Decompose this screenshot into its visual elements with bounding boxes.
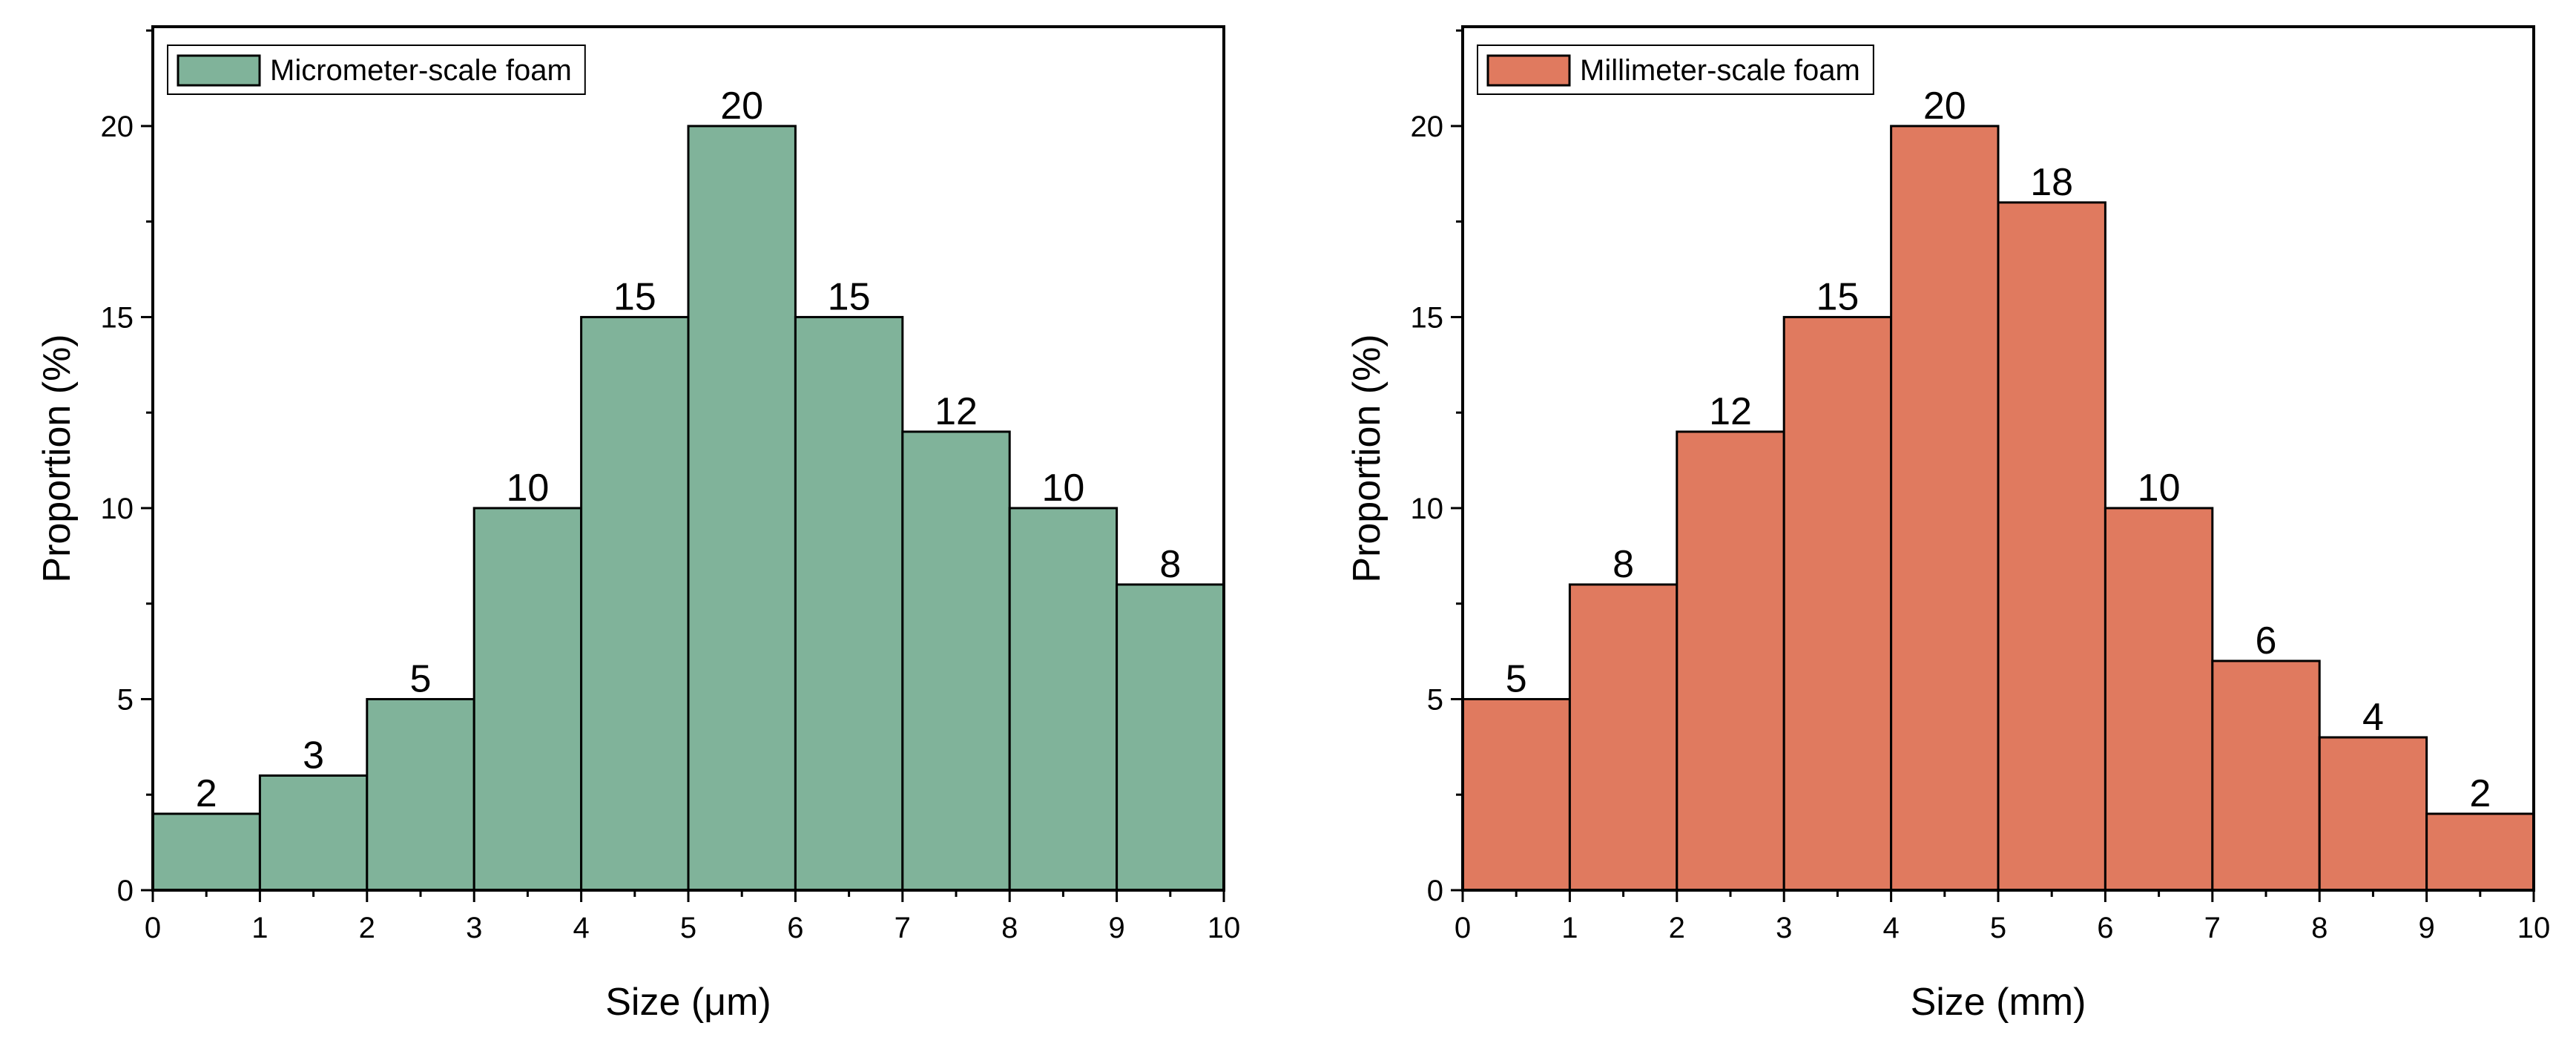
y-ticks-group: 0 5 10 15 20 [1411,29,1463,907]
data-label-10: 2 [2469,772,2491,815]
legend-swatch [1486,54,1571,87]
bar-4 [1782,315,1893,892]
legend-swatch [177,54,261,87]
x-tick-label: 3 [466,912,482,944]
x-ticks-group: 0 1 2 3 4 5 6 7 8 9 10 [1455,890,2550,944]
legend-label: Micrometer-scale foam [270,54,572,87]
x-axis-label: Size (μm) [605,981,771,1024]
x-tick-label: 2 [359,912,375,944]
y-tick-label: 0 [1427,875,1443,907]
data-label-6: 18 [2030,161,2073,204]
x-tick-label: 5 [1990,912,2006,944]
x-tick-label: 9 [1108,912,1124,944]
x-tick-label: 6 [787,912,803,944]
data-label-1: 5 [1506,657,1527,700]
bars-group [1461,125,2535,892]
bar-3 [1676,430,1785,892]
data-label-5: 15 [613,275,656,318]
bar-8 [2211,659,2321,892]
bar-1 [151,812,261,892]
y-axis-label: Proportion (%) [36,334,79,582]
y-tick-label: 5 [1427,683,1443,716]
bar-2 [1568,583,1679,892]
x-tick-label: 8 [2311,912,2328,944]
bar-7 [2104,507,2214,892]
y-tick-label: 20 [1411,111,1444,143]
data-labels-group: 2 3 5 10 15 20 15 12 10 8 [196,85,1182,815]
data-label-9: 4 [2362,696,2384,739]
data-label-8: 12 [935,390,978,433]
y-tick-label: 15 [1411,301,1444,334]
data-label-6: 20 [720,85,763,128]
bar-7 [794,315,904,892]
x-tick-label: 2 [1669,912,1685,944]
bar-10 [2425,812,2535,892]
bars-group [151,125,1225,892]
legend: Micrometer-scale foam [167,45,586,95]
data-label-2: 3 [303,734,324,777]
data-label-9: 10 [1041,467,1084,510]
x-tick-label: 5 [680,912,696,944]
y-ticks-group: 0 5 10 15 20 [101,29,153,907]
legend-label: Millimeter-scale foam [1580,54,1860,87]
data-label-10: 8 [1159,543,1181,586]
data-label-5: 20 [1923,85,1966,128]
bar-4 [472,507,583,892]
x-tick-label: 4 [573,912,589,944]
data-label-4: 10 [506,467,549,510]
x-tick-label: 6 [2097,912,2113,944]
x-tick-label: 7 [895,912,911,944]
x-tick-label: 1 [1561,912,1578,944]
data-label-7: 10 [2138,467,2181,510]
data-label-4: 15 [1816,275,1859,318]
y-tick-label: 15 [101,301,134,334]
x-tick-label: 3 [1776,912,1792,944]
legend: Millimeter-scale foam [1477,45,1874,95]
x-tick-label: 0 [145,912,161,944]
bar-1 [1461,697,1571,892]
data-label-7: 15 [828,275,871,318]
data-label-3: 12 [1709,390,1752,433]
bar-5 [580,315,690,892]
bar-6 [687,125,797,892]
bar-10 [1116,583,1225,892]
x-tick-label: 9 [2418,912,2434,944]
bar-2 [258,774,369,892]
y-tick-label: 0 [117,875,134,907]
x-tick-label: 4 [1882,912,1899,944]
bar-9 [2318,736,2428,892]
x-tick-label: 7 [2204,912,2221,944]
x-tick-label: 1 [251,912,268,944]
y-tick-label: 10 [1411,493,1444,525]
x-tick-label: 0 [1455,912,1471,944]
bar-8 [901,430,1011,892]
bar-3 [366,697,475,892]
y-tick-label: 10 [101,493,134,525]
data-label-8: 6 [2256,619,2277,662]
y-axis-label: Proportion (%) [1345,334,1389,582]
data-label-3: 5 [410,657,432,700]
x-tick-label: 10 [2517,912,2551,944]
bar-9 [1008,507,1119,892]
bar-5 [1890,125,2000,892]
data-label-1: 2 [196,772,217,815]
x-axis-label: Size (mm) [1911,981,2086,1024]
x-tick-label: 10 [1208,912,1241,944]
x-ticks-group: 0 1 2 3 4 5 6 7 8 9 10 [145,890,1240,944]
data-labels-group: 5 8 12 15 20 18 10 6 4 2 [1506,85,2491,815]
y-tick-label: 20 [101,111,134,143]
data-label-2: 8 [1613,543,1634,586]
x-tick-label: 8 [1001,912,1018,944]
bar-6 [1997,201,2106,892]
y-tick-label: 5 [117,683,134,716]
